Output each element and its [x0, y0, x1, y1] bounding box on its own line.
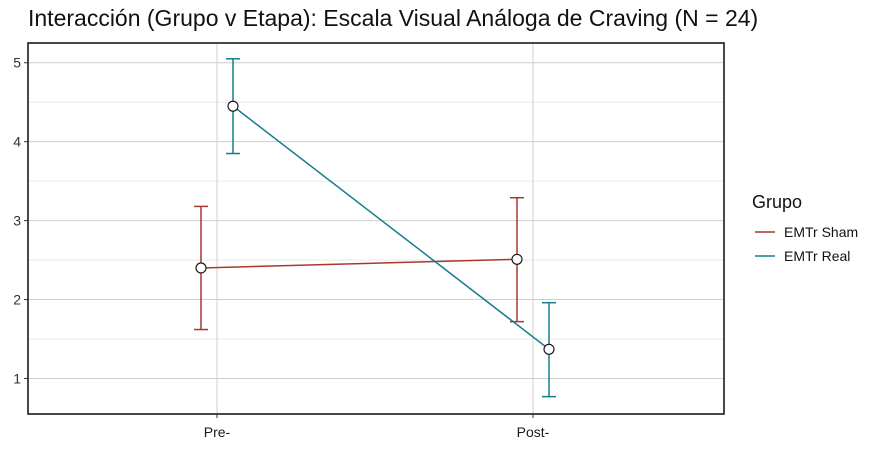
y-tick-label: 5: [13, 55, 21, 71]
chart-title: Interacción (Grupo v Etapa): Escala Visu…: [28, 5, 758, 32]
x-tick-label: Pre-: [204, 424, 231, 440]
y-tick-label: 1: [13, 370, 21, 386]
data-point-emtr-real: [544, 344, 554, 354]
legend-label-emtr-sham: EMTr Sham: [784, 224, 858, 240]
y-tick-label: 4: [13, 134, 21, 150]
x-tick-label: Post-: [517, 424, 550, 440]
y-tick-label: 2: [13, 292, 21, 308]
y-tick-label: 3: [13, 213, 21, 229]
data-point-emtr-sham: [196, 263, 206, 273]
legend-title: Grupo: [752, 192, 802, 212]
data-point-emtr-sham: [512, 254, 522, 264]
legend-label-emtr-real: EMTr Real: [784, 248, 850, 264]
plot-panel: [28, 43, 724, 414]
data-point-emtr-real: [228, 101, 238, 111]
